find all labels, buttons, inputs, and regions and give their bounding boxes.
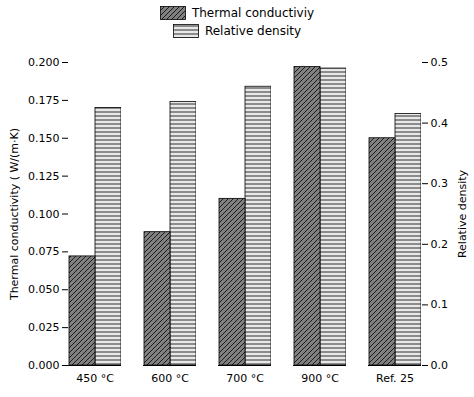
svg-text:0.200: 0.200 <box>28 56 60 69</box>
svg-text:0.1: 0.1 <box>431 298 449 311</box>
html-text:Thermal conductiviy: Thermal conductiviy <box>191 6 315 20</box>
svg-text:700 °C: 700 °C <box>226 372 264 385</box>
svg-text:0.100: 0.100 <box>28 208 60 221</box>
svg-text:0.0: 0.0 <box>431 359 449 372</box>
svg-text:Ref. 25: Ref. 25 <box>376 372 414 385</box>
svg-text:0.3: 0.3 <box>431 177 449 190</box>
svg-text:0.175: 0.175 <box>28 94 60 107</box>
svg-text:0.5: 0.5 <box>431 56 449 69</box>
svg-text:900 °C: 900 °C <box>301 372 339 385</box>
svg-text:0.050: 0.050 <box>28 283 60 296</box>
svg-text:Thermal conductivity ( W/(m·K): Thermal conductivity ( W/(m·K) <box>8 128 21 301</box>
svg-text:0.075: 0.075 <box>28 245 60 258</box>
svg-text:Relative density: Relative density <box>456 169 469 258</box>
svg-text:0.025: 0.025 <box>28 321 60 334</box>
html-text:Relative density: Relative density <box>204 24 302 38</box>
svg-text:0.4: 0.4 <box>431 117 449 130</box>
svg-text:0.000: 0.000 <box>28 359 60 372</box>
svg-text:600 °C: 600 °C <box>151 372 189 385</box>
svg-text:450 °C: 450 °C <box>76 372 114 385</box>
svg-text:0.125: 0.125 <box>28 170 60 183</box>
svg-text:0.150: 0.150 <box>28 132 60 145</box>
svg-text:0.2: 0.2 <box>431 238 449 251</box>
